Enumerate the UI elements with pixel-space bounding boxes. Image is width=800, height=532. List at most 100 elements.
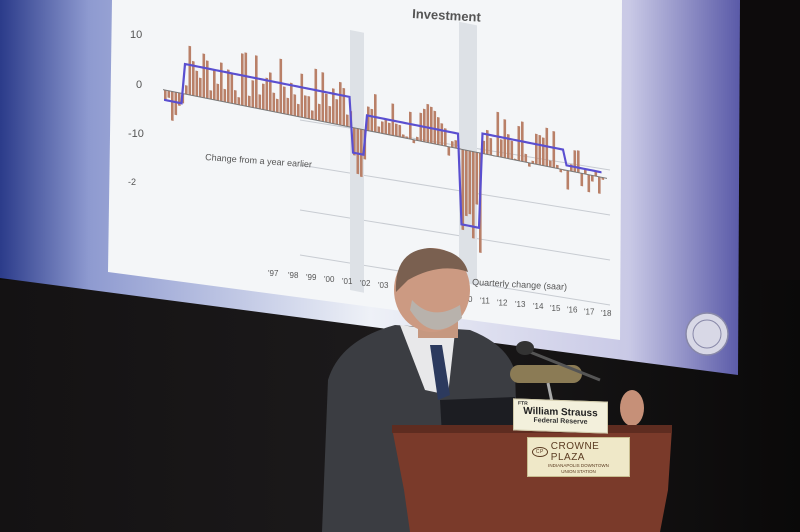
chart-bar (174, 91, 178, 116)
y-tick: 0 (136, 79, 142, 91)
x-tick: '18 (601, 309, 612, 318)
chart-bar (486, 129, 489, 155)
chart-bar (510, 140, 514, 160)
chart-bar (188, 45, 192, 96)
chart-bar (297, 103, 300, 117)
chart-bar (402, 134, 405, 138)
chart-bar (311, 110, 314, 120)
chart-bar (489, 137, 493, 156)
chart-bar (332, 88, 335, 124)
chart-bar (192, 60, 195, 96)
chart-bar (220, 62, 223, 102)
x-tick: '01 (342, 277, 353, 286)
x-tick: '12 (497, 298, 508, 307)
chart-bar (461, 149, 465, 231)
chart-bar (269, 72, 272, 112)
chart-bar (213, 69, 216, 101)
sign-line1: INDIANAPOLIS DOWNTOWN (548, 463, 609, 468)
chart-bar (591, 175, 594, 182)
chart-bar (388, 122, 391, 136)
chart-bar (300, 73, 304, 118)
chart-bar (447, 146, 451, 156)
x-tick: '97 (268, 269, 279, 278)
chart-bar (227, 69, 230, 103)
chart-bar (528, 162, 531, 167)
chart-bar (437, 117, 440, 145)
federal-reserve-seal (685, 312, 729, 356)
slide (108, 0, 622, 340)
chart-bar (430, 106, 433, 144)
chart-bar (171, 91, 174, 121)
chart-bar (377, 126, 381, 134)
chart-bar (423, 108, 426, 143)
y-tick: -2 (128, 177, 136, 187)
x-tick: '11 (480, 297, 490, 306)
chart-bar (500, 139, 503, 158)
chart-bar (265, 77, 269, 111)
x-tick: '02 (360, 279, 371, 288)
slide-chart: Investment 10 0 -10 -2 Change from a yea… (128, 6, 612, 318)
chart-bar (290, 82, 293, 116)
yoy-line (164, 62, 602, 230)
chart-bar (370, 108, 374, 132)
podium-sign: CP CROWNE PLAZA INDIANAPOLIS DOWNTOWN UNI… (527, 437, 630, 477)
chart-bar (206, 60, 209, 99)
x-tick: '13 (515, 300, 526, 309)
chart-bar (293, 94, 297, 117)
chart-bar (248, 95, 251, 108)
chart-bar (475, 152, 479, 205)
crowne-plaza-logo: CP (532, 447, 548, 457)
chart-bar (346, 114, 349, 127)
chart-bar (230, 73, 234, 104)
chart-bar (580, 173, 584, 187)
chart-bar (283, 86, 286, 115)
chart-bar (185, 85, 188, 95)
chart-bar (360, 129, 363, 178)
chart-bar (538, 134, 542, 166)
zero-line (163, 89, 607, 179)
chart-bar (416, 136, 419, 141)
chart-bar (339, 81, 342, 126)
chart-bar (325, 93, 328, 123)
chart-bar (202, 53, 206, 99)
x-tick: '14 (533, 302, 544, 311)
chart-bar (241, 53, 244, 106)
chart-bar (451, 141, 454, 148)
chart-bar (573, 150, 577, 173)
x-tick: '16 (567, 306, 578, 315)
chart-bar (307, 95, 311, 120)
chart-bar (251, 80, 255, 108)
chart-bar (374, 94, 377, 133)
chart-bar (234, 89, 237, 105)
chart-bar (395, 123, 398, 137)
chart-bar (517, 125, 521, 162)
name-tag: FTR William Strauss Federal Reserve (513, 398, 608, 434)
chart-bar (398, 124, 402, 138)
chart-bar (199, 77, 202, 98)
chart-bar (279, 58, 283, 114)
chart-bar (167, 90, 171, 98)
chart-bar (566, 170, 570, 190)
y-tick: 10 (130, 29, 142, 41)
chart-bar (409, 111, 412, 140)
chart-bar (223, 88, 227, 103)
chart-bar (507, 134, 510, 159)
chart-bar (318, 103, 321, 122)
chart-bar (412, 139, 416, 144)
chart-bar (444, 128, 447, 147)
chart-bar (440, 123, 444, 146)
chart-bar (276, 98, 279, 113)
chart-bar (342, 87, 346, 127)
chart-bar (328, 105, 332, 124)
slide-title: Investment (412, 6, 482, 25)
chart-bar (286, 97, 290, 115)
y-tick: -10 (128, 128, 144, 140)
chart-bar (258, 94, 262, 110)
chart-bar (577, 150, 580, 173)
chart-bar (468, 150, 472, 215)
chart-bar (209, 90, 213, 100)
chart-bar (304, 95, 307, 119)
sign-line2: UNION STATION (561, 469, 596, 474)
chart-bar (262, 83, 265, 110)
chart-bar (549, 160, 552, 168)
